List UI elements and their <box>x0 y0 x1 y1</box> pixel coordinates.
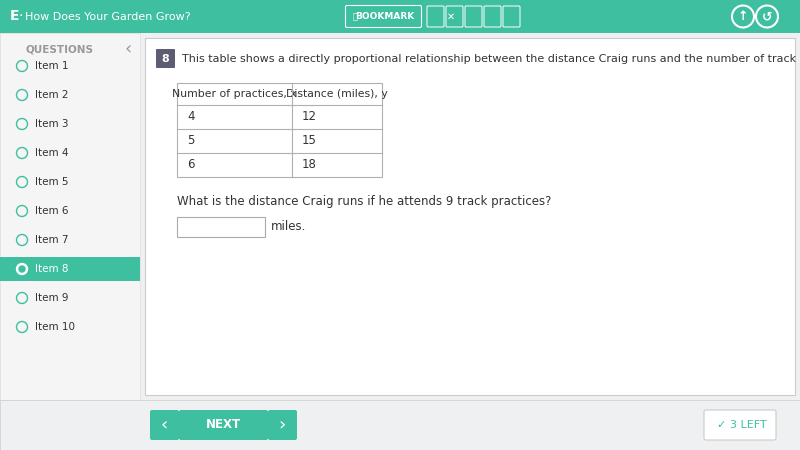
Text: BOOKMARK: BOOKMARK <box>355 12 414 21</box>
Text: NEXT: NEXT <box>206 418 241 432</box>
Text: ✓: ✓ <box>716 420 726 430</box>
Text: ›: › <box>278 416 286 434</box>
Text: ↺: ↺ <box>762 10 772 23</box>
Text: Item 3: Item 3 <box>35 119 69 129</box>
Text: ‹: ‹ <box>160 416 168 434</box>
Text: Item 9: Item 9 <box>35 293 69 303</box>
Text: 8: 8 <box>162 54 170 63</box>
Text: Item 4: Item 4 <box>35 148 69 158</box>
Text: QUESTIONS: QUESTIONS <box>26 44 94 54</box>
FancyBboxPatch shape <box>0 0 800 33</box>
Text: 🔖: 🔖 <box>353 12 358 21</box>
Text: 5: 5 <box>187 135 194 148</box>
Text: Item 5: Item 5 <box>35 177 69 187</box>
Text: 6: 6 <box>187 158 194 171</box>
Circle shape <box>17 264 27 274</box>
Text: ↑: ↑ <box>738 10 748 23</box>
Text: Item 7: Item 7 <box>35 235 69 245</box>
Text: Item 1: Item 1 <box>35 61 69 71</box>
Text: Item 2: Item 2 <box>35 90 69 100</box>
Text: 4: 4 <box>187 111 194 123</box>
Text: This table shows a directly proportional relationship between the distance Craig: This table shows a directly proportional… <box>182 54 800 63</box>
Text: 15: 15 <box>302 135 317 148</box>
Text: What is the distance Craig runs if he attends 9 track practices?: What is the distance Craig runs if he at… <box>177 195 551 208</box>
Text: Number of practices, x: Number of practices, x <box>172 89 297 99</box>
FancyBboxPatch shape <box>0 400 800 450</box>
Circle shape <box>19 266 25 272</box>
Text: ‹: ‹ <box>124 40 132 58</box>
Text: ·: · <box>19 9 23 23</box>
FancyBboxPatch shape <box>704 410 776 440</box>
Text: Distance (miles), y: Distance (miles), y <box>286 89 388 99</box>
FancyBboxPatch shape <box>177 83 382 177</box>
Text: How Does Your Garden Grow?: How Does Your Garden Grow? <box>25 12 190 22</box>
Text: 18: 18 <box>302 158 317 171</box>
FancyBboxPatch shape <box>145 38 795 395</box>
FancyBboxPatch shape <box>0 33 140 400</box>
Text: Item 10: Item 10 <box>35 322 75 332</box>
Text: ✕: ✕ <box>447 12 455 22</box>
Text: Item 6: Item 6 <box>35 206 69 216</box>
Text: miles.: miles. <box>271 220 306 234</box>
Text: 3 LEFT: 3 LEFT <box>730 420 766 430</box>
Text: 12: 12 <box>302 111 317 123</box>
FancyBboxPatch shape <box>179 410 268 440</box>
Text: Item 8: Item 8 <box>35 264 69 274</box>
FancyBboxPatch shape <box>156 49 175 68</box>
Text: E: E <box>10 9 19 23</box>
FancyBboxPatch shape <box>268 410 297 440</box>
FancyBboxPatch shape <box>150 410 179 440</box>
FancyBboxPatch shape <box>0 257 140 281</box>
FancyBboxPatch shape <box>177 217 265 237</box>
